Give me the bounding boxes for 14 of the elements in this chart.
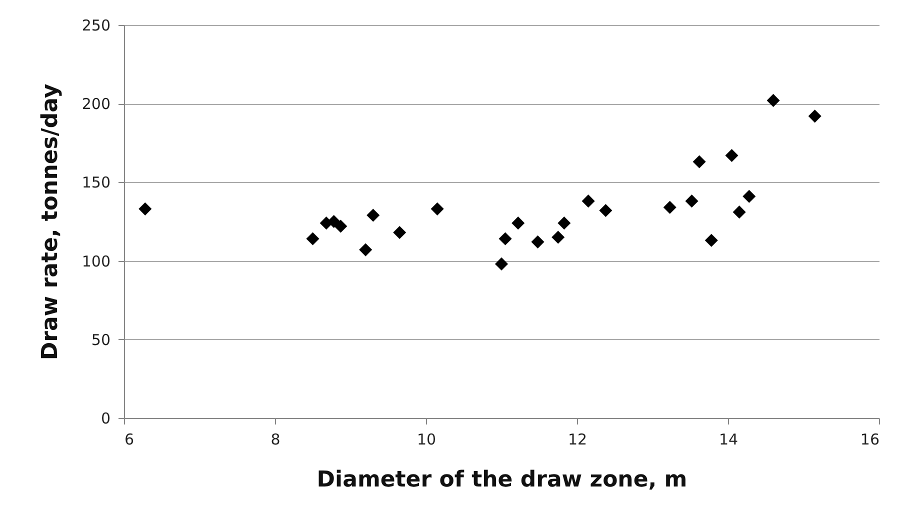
x-tick-label: 16 <box>860 430 880 448</box>
y-tick-label: 150 <box>82 174 110 192</box>
x-axis-title: Diameter of the draw zone, m <box>316 468 688 492</box>
x-tick-label: 12 <box>568 430 588 448</box>
x-tick-label: 14 <box>718 430 738 448</box>
y-axis-title: Draw rate, tonnes/day <box>38 84 63 360</box>
x-tick-label: 6 <box>124 430 134 448</box>
y-tick-label: 250 <box>82 16 110 34</box>
y-tick-label: 50 <box>91 330 110 349</box>
y-tick-label: 100 <box>82 252 110 270</box>
y-tick-label: 0 <box>100 410 110 428</box>
y-tick-label: 200 <box>82 95 110 114</box>
x-tick-label: 8 <box>270 430 280 448</box>
x-tick-label: 10 <box>416 430 436 448</box>
